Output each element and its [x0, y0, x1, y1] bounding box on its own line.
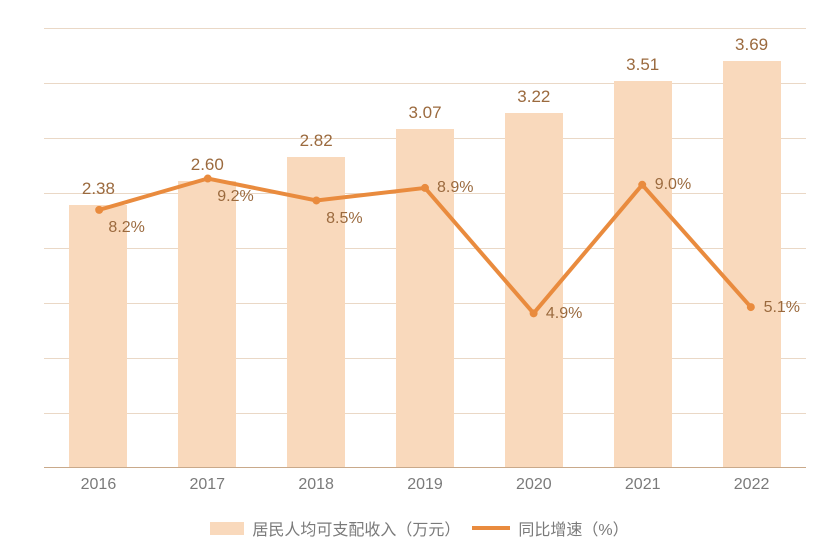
line-value-label: 8.9%	[437, 179, 473, 197]
x-axis-labels: 2016 2017 2018 2019 2020 2021 2022	[44, 476, 806, 500]
x-axis-label: 2017	[189, 476, 225, 494]
x-axis-label: 2019	[407, 476, 443, 494]
combo-chart: 2.382.602.823.073.223.513.69 8.2%9.2%8.5…	[0, 0, 839, 550]
line-value-label: 9.0%	[655, 176, 691, 194]
line-marker	[312, 196, 320, 204]
legend-label-line: 同比增速（%）	[518, 516, 628, 540]
legend-swatch-bar	[210, 522, 244, 535]
line-value-label: 9.2%	[217, 188, 253, 206]
legend-label-bars: 居民人均可支配收入（万元）	[252, 516, 460, 540]
x-axis-label: 2022	[734, 476, 770, 494]
line-series	[44, 28, 806, 467]
x-axis-label: 2021	[625, 476, 661, 494]
line-marker	[421, 184, 429, 192]
line-path	[99, 179, 751, 314]
legend-item-bars: 居民人均可支配收入（万元）	[210, 516, 460, 540]
x-axis-label: 2016	[81, 476, 117, 494]
line-value-label: 8.2%	[108, 219, 144, 237]
legend: 居民人均可支配收入（万元） 同比增速（%）	[0, 516, 839, 540]
line-marker	[204, 175, 212, 183]
x-axis-label: 2020	[516, 476, 552, 494]
x-axis-label: 2018	[298, 476, 334, 494]
line-marker	[530, 309, 538, 317]
legend-item-line: 同比增速（%）	[472, 516, 628, 540]
legend-swatch-line	[472, 526, 510, 530]
line-value-label: 5.1%	[764, 299, 800, 317]
line-value-label: 8.5%	[326, 210, 362, 228]
line-marker	[747, 303, 755, 311]
plot-area: 2.382.602.823.073.223.513.69 8.2%9.2%8.5…	[44, 28, 806, 468]
line-marker	[95, 206, 103, 214]
line-marker	[638, 181, 646, 189]
line-value-label: 4.9%	[546, 305, 582, 323]
